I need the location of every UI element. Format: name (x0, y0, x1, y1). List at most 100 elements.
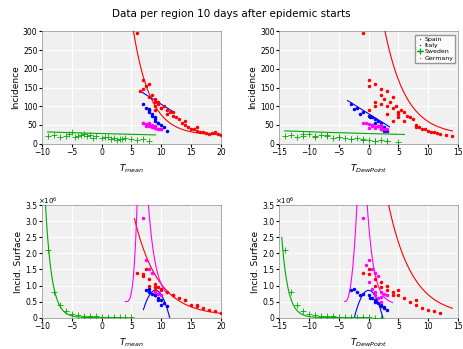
Point (395, 288, 402, 293)
Point (140, 136, 147, 142)
Point (110, 314, 117, 320)
Point (362, 262, 369, 267)
Point (371, 138, 378, 143)
Point (152, 100, 159, 105)
Point (377, 304, 384, 309)
Point (155, 296, 162, 301)
Point (164, 304, 171, 309)
Point (377, 284, 384, 290)
Point (169, 292, 177, 298)
Point (104, 314, 111, 320)
Point (335, 314, 342, 319)
Point (365, 257, 372, 263)
Point (74, 133, 81, 139)
Point (56, 302, 63, 307)
Point (146, 123, 153, 128)
Point (155, 126, 162, 132)
Point (404, 113, 411, 118)
Point (389, 94, 396, 100)
Point (140, 102, 147, 107)
Y-axis label: Incid. Surface: Incid. Surface (250, 230, 260, 292)
Point (368, 296, 375, 301)
Point (347, 136, 354, 142)
Point (194, 124, 201, 129)
Point (218, 310, 225, 315)
Point (155, 127, 162, 132)
Point (161, 300, 168, 306)
Point (293, 134, 300, 140)
Point (437, 132, 444, 137)
Point (146, 107, 153, 113)
Point (407, 115, 414, 120)
Point (110, 135, 117, 141)
Y-axis label: Incid. Surface: Incid. Surface (13, 230, 23, 292)
Point (146, 289, 153, 295)
Point (371, 292, 378, 298)
Point (353, 135, 360, 141)
Point (401, 118, 408, 124)
Point (347, 314, 354, 320)
Point (194, 302, 201, 307)
Point (119, 136, 126, 142)
Point (377, 87, 384, 92)
Point (140, 77, 147, 83)
Point (383, 128, 390, 133)
Point (377, 102, 384, 107)
Point (98, 135, 105, 141)
Point (149, 92, 156, 98)
Point (395, 109, 402, 114)
Point (317, 313, 325, 318)
Point (161, 103, 168, 109)
Point (380, 96, 387, 102)
Point (353, 314, 360, 320)
Point (410, 117, 417, 122)
Point (203, 131, 210, 136)
Point (152, 289, 159, 295)
Point (281, 133, 288, 139)
Point (206, 307, 213, 312)
Point (437, 310, 444, 315)
Point (353, 289, 360, 295)
Point (365, 137, 372, 143)
Point (146, 94, 153, 100)
Point (169, 113, 177, 118)
Point (155, 291, 162, 296)
Point (383, 127, 390, 132)
Point (389, 105, 396, 111)
Point (374, 124, 381, 129)
Point (431, 309, 438, 314)
Point (158, 127, 165, 132)
Point (374, 123, 381, 128)
Point (365, 315, 372, 320)
Point (169, 109, 177, 114)
Point (146, 106, 153, 112)
Point (359, 136, 366, 142)
Point (143, 123, 150, 128)
Point (287, 289, 294, 295)
Text: $\times 10^6$: $\times 10^6$ (275, 195, 295, 207)
Point (383, 292, 390, 298)
Point (68, 129, 75, 135)
Point (329, 135, 336, 141)
Point (161, 124, 168, 129)
Point (158, 297, 165, 303)
Point (365, 121, 372, 127)
Point (149, 122, 156, 128)
Point (323, 133, 331, 139)
Point (374, 123, 381, 128)
Point (155, 284, 162, 290)
Point (371, 299, 378, 304)
Point (164, 111, 171, 117)
Point (164, 107, 171, 113)
Point (146, 286, 153, 291)
Point (431, 129, 438, 135)
Point (197, 129, 204, 134)
Point (413, 302, 420, 307)
Point (371, 283, 378, 288)
Point (191, 127, 198, 132)
Point (77, 133, 84, 138)
Point (158, 286, 165, 291)
Point (181, 297, 189, 303)
Point (305, 132, 313, 137)
Point (389, 289, 396, 295)
